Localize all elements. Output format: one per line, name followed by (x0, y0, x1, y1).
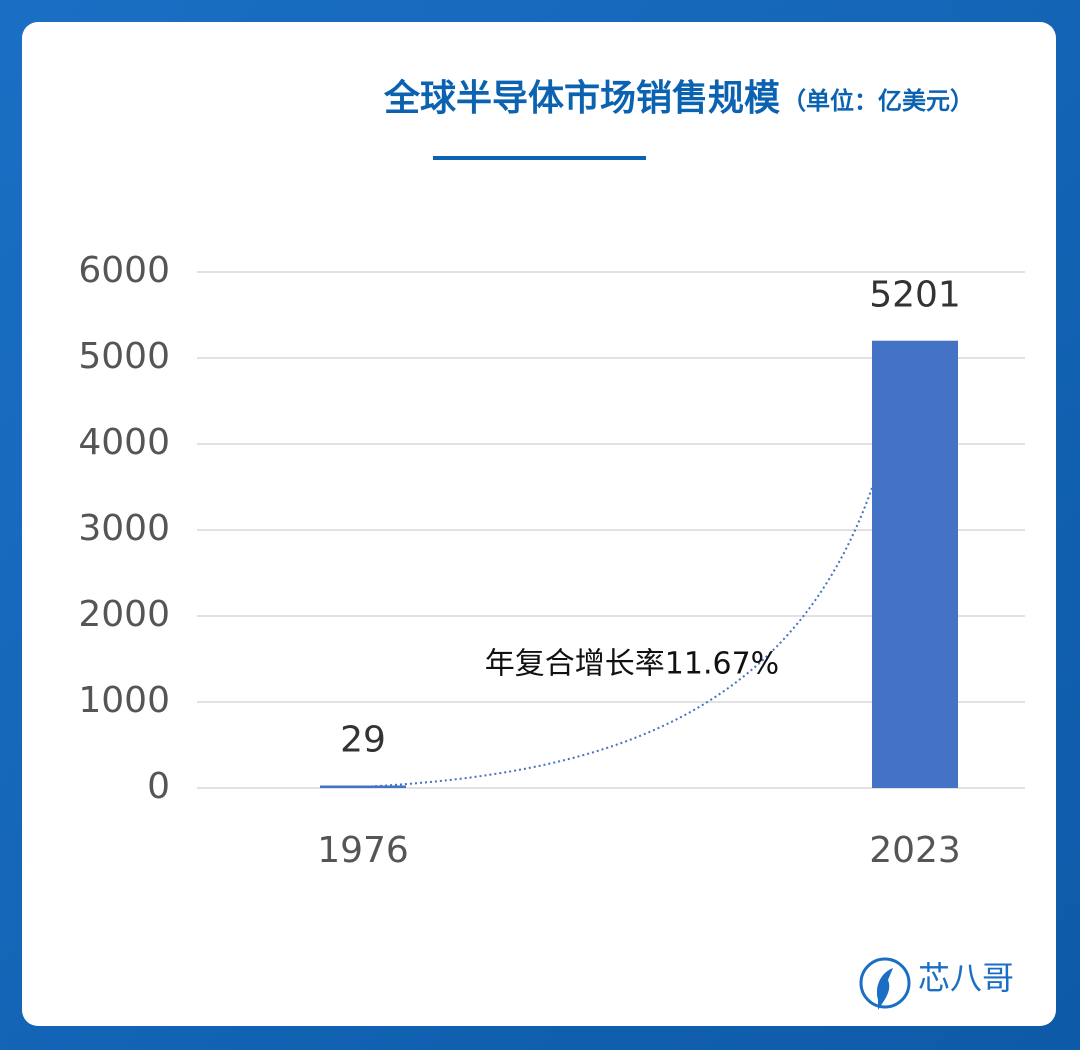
y-tick-label: 4000 (78, 422, 170, 463)
card (22, 22, 1056, 1026)
y-tick-label: 1000 (78, 680, 170, 721)
bar (872, 340, 958, 788)
logo-icon (859, 957, 911, 1009)
data-label: 5201 (869, 275, 961, 316)
chart-title: 全球半导体市场销售规模 (383, 77, 780, 119)
title-underline (433, 156, 646, 160)
y-tick-label: 0 (147, 766, 170, 807)
y-tick-label: 3000 (78, 508, 170, 549)
logo-bird (876, 968, 893, 1010)
chart-subtitle: （单位：亿美元） (782, 87, 974, 115)
annotation: 年复合增长率11.67% (485, 647, 779, 682)
x-tick-label: 2023 (869, 830, 961, 871)
y-tick-label: 2000 (78, 594, 170, 635)
data-label: 29 (340, 720, 386, 761)
y-tick-label: 6000 (78, 250, 170, 291)
x-tick-label: 1976 (317, 830, 409, 871)
bar (320, 785, 406, 788)
brand-logo: 芯八哥 (859, 957, 1014, 1010)
brand-name: 芯八哥 (918, 959, 1014, 997)
y-tick-label: 5000 (78, 336, 170, 377)
